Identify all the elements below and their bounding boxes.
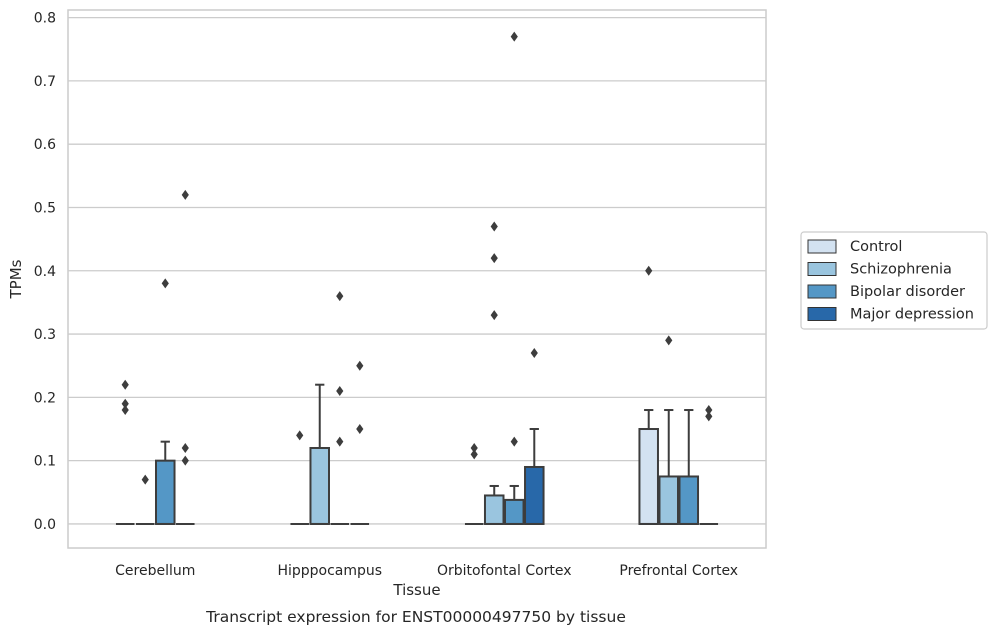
box-body: [658, 475, 680, 525]
x-tick-labels: Cerebellum Hipppocampus Orbitofontal Corte…: [115, 563, 738, 579]
box: [483, 484, 505, 525]
box: [678, 409, 700, 525]
outlier-point: [490, 253, 498, 264]
x-tick-label: Cerebellum: [115, 563, 195, 579]
box-body: [678, 475, 700, 525]
legend-entry: Schizophrenia: [850, 262, 952, 278]
outlier-point: [141, 474, 149, 485]
outlier-point: [181, 455, 189, 466]
outlier-point: [181, 189, 189, 200]
y-tick-label: 0.6: [34, 137, 56, 153]
outlier-point: [510, 31, 518, 42]
box: [309, 383, 331, 525]
y-axis-label: TPMs: [7, 259, 25, 299]
legend-swatch: [807, 239, 837, 254]
outlier-point: [336, 436, 344, 447]
outlier-point: [121, 398, 129, 409]
box: [524, 428, 545, 525]
legend-swatch: [807, 284, 837, 299]
x-tick-label: Prefrontal Cortex: [619, 563, 738, 579]
x-tick-label: Orbitofontal Cortex: [437, 563, 572, 579]
legend-swatch: [807, 307, 837, 321]
box: [658, 409, 680, 525]
outlier-point: [356, 360, 364, 371]
y-tick-label: 0.3: [34, 327, 56, 343]
outlier-point: [530, 348, 538, 359]
y-tick-label: 0.8: [34, 11, 56, 27]
legend-entry: Control: [850, 239, 902, 255]
chart-caption: Transcript expression for ENST0000049775…: [205, 608, 626, 626]
legend: Control Schizophrenia Bipolar disorder Majo…: [800, 231, 988, 330]
outlier-point: [161, 278, 169, 289]
legend-entry: Bipolar disorder: [850, 284, 965, 300]
outlier-point: [296, 430, 304, 441]
legend-swatch: [807, 262, 837, 276]
outlier-point: [490, 310, 498, 321]
y-tick-label: 0.4: [34, 264, 56, 280]
outlier-point: [470, 442, 478, 453]
outlier-point: [121, 405, 129, 416]
legend-frame: [800, 231, 988, 330]
outlier-point: [470, 449, 478, 460]
box-body: [483, 494, 505, 525]
box-body: [155, 459, 176, 525]
box-body: [524, 465, 545, 525]
y-tick-labels: 0.0 0.1 0.2 0.3 0.4 0.5 0.6 0.7 0.8: [34, 11, 56, 533]
box-body: [309, 446, 331, 525]
outlier-point: [336, 291, 344, 302]
legend-entry: Major depression: [850, 307, 974, 323]
outlier-point: [356, 424, 364, 435]
box: [155, 440, 176, 525]
box-body: [638, 428, 659, 525]
y-tick-label: 0.1: [34, 454, 56, 470]
x-tick-label: Hipppocampus: [277, 563, 382, 579]
outlier-point: [645, 265, 653, 276]
y-tick-label: 0.7: [34, 74, 56, 90]
outlier-points: [121, 31, 713, 485]
box-body: [504, 498, 525, 525]
x-axis-label: Tissue: [392, 581, 440, 599]
y-tick-label: 0.0: [34, 517, 56, 533]
outlier-point: [510, 436, 518, 447]
outlier-point: [336, 386, 344, 397]
boxes: [115, 383, 719, 525]
outlier-point: [490, 221, 498, 232]
outlier-point: [665, 335, 673, 346]
outlier-point: [705, 411, 713, 422]
box: [504, 484, 525, 525]
gridlines: [68, 16, 766, 525]
outlier-point: [705, 405, 713, 416]
plot-frame: [67, 9, 767, 549]
box: [638, 409, 659, 525]
outlier-point: [181, 442, 189, 453]
y-tick-label: 0.2: [34, 390, 56, 406]
outlier-point: [121, 379, 129, 390]
y-tick-label: 0.5: [34, 200, 56, 216]
